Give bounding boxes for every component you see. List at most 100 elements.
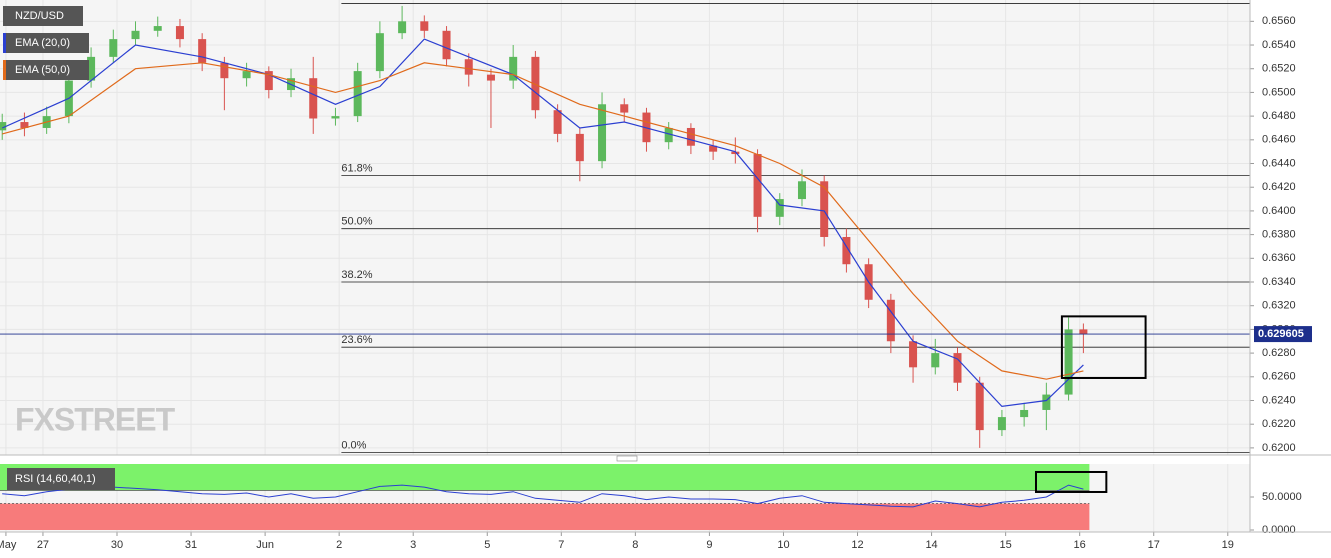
legend-label: EMA (20,0) [15, 37, 70, 49]
x-tick-label: 27 [37, 539, 49, 551]
x-tick-label: 17 [1148, 539, 1160, 551]
plot-background [0, 0, 1250, 455]
ema-line [1, 38, 1084, 408]
legend-box [3, 60, 89, 80]
y-tick-label: 0.6260 [1262, 371, 1296, 383]
candle-body [553, 110, 562, 134]
ema-line [2, 62, 1084, 380]
y-tick-label: 0.6200 [1262, 442, 1296, 454]
candle-body [242, 71, 251, 79]
candle-body [709, 145, 718, 152]
candle-body [620, 104, 629, 113]
x-tick-label: 12 [851, 539, 863, 551]
x-tick-label: 15 [1000, 539, 1012, 551]
overlay: 0.62000.62200.62400.62600.62800.63000.63… [0, 3, 1312, 551]
legend-swatch [3, 33, 6, 53]
fib-label: 23.6% [341, 334, 372, 346]
candle-body [464, 59, 473, 75]
rsi-tick-label: 50.0000 [1262, 491, 1302, 503]
highlight-box [1060, 315, 1147, 379]
candle-body [686, 127, 695, 146]
candle-body [886, 299, 895, 342]
fib-label: 61.8% [341, 162, 372, 174]
candle-body [753, 154, 762, 217]
x-tick-label: 2 [336, 539, 342, 551]
candle-body [131, 30, 140, 40]
rsi-lower-zone [0, 503, 1090, 530]
rsi-upper-zone [0, 464, 1090, 491]
y-tick-label: 0.6340 [1262, 276, 1296, 288]
x-tick-label: 9 [706, 539, 712, 551]
rsi-tick-label: 0.0000 [1262, 524, 1296, 536]
candle-body [953, 353, 962, 383]
y-tick-label: 0.6480 [1262, 110, 1296, 122]
panel-resize-handle[interactable] [616, 455, 638, 462]
candle-body [220, 62, 229, 79]
candle-body [820, 181, 829, 237]
y-tick-label: 0.6400 [1262, 205, 1296, 217]
candle-body [20, 122, 29, 128]
legend-box [3, 33, 89, 53]
last-price-box [1254, 326, 1312, 343]
fib-label: 50.0% [341, 216, 372, 228]
y-tick-label: 0.6360 [1262, 252, 1296, 264]
x-tick-label: 30 [111, 539, 123, 551]
x-tick-label: 31 [185, 539, 197, 551]
x-tick-label: 14 [925, 539, 937, 551]
candle-body [664, 127, 673, 143]
y-tick-label: 0.6380 [1262, 229, 1296, 241]
legend-symbol: NZD/USD [15, 10, 64, 22]
x-tick-label: 19 [1222, 539, 1234, 551]
x-tick-label: 16 [1074, 539, 1086, 551]
candle-body [375, 33, 384, 72]
candle-body [575, 133, 584, 162]
candle-body [420, 21, 429, 31]
y-tick-label: 0.6500 [1262, 86, 1296, 98]
y-tick-label: 0.6460 [1262, 134, 1296, 146]
legend-swatch [3, 60, 6, 80]
candle-body [1064, 329, 1073, 395]
candle-body [1020, 409, 1029, 418]
candle-body [175, 26, 184, 40]
x-tick-label: May [0, 539, 17, 551]
candle-body [153, 26, 162, 31]
x-tick-label: 7 [558, 539, 564, 551]
y-tick-label: 0.6540 [1262, 39, 1296, 51]
y-tick-label: 0.6240 [1262, 394, 1296, 406]
candle-body [353, 71, 362, 117]
candle-body [1042, 394, 1051, 410]
y-tick-label: 0.6440 [1262, 157, 1296, 169]
rsi-line [2, 484, 1084, 508]
y-tick-label: 0.6420 [1262, 181, 1296, 193]
fib-label: 38.2% [341, 269, 372, 281]
candle-body [486, 74, 495, 81]
y-tick-label: 0.6280 [1262, 347, 1296, 359]
candle-body [931, 353, 940, 368]
legend-swatch [3, 468, 7, 490]
x-tick-label: Jun [256, 539, 274, 551]
y-tick-label: 0.6560 [1262, 15, 1296, 27]
legend-label: EMA (50,0) [15, 64, 70, 76]
candle-body [0, 122, 7, 131]
candle-body [331, 116, 340, 119]
x-tick-label: 5 [484, 539, 490, 551]
x-tick-label: 10 [777, 539, 789, 551]
candle-body [797, 181, 806, 200]
candle-body [1079, 329, 1088, 335]
candle-body [531, 56, 540, 111]
candle-body [975, 382, 984, 431]
candle-body [398, 21, 407, 34]
candle-body [198, 39, 207, 63]
last-price-label: 0.629605 [1258, 328, 1304, 340]
candle-body [509, 56, 518, 81]
legend-box [3, 468, 115, 490]
candle-body [87, 56, 96, 81]
candle-body [909, 341, 918, 368]
candle-body [775, 199, 784, 217]
legend-label: RSI (14,60,40,1) [15, 473, 96, 485]
legend: NZD/USD EMA (20,0) EMA (50,0) RSI (14,60… [3, 6, 115, 490]
y-tick-label: 0.6520 [1262, 63, 1296, 75]
candle-body [598, 104, 607, 162]
x-tick-label: 8 [632, 539, 638, 551]
